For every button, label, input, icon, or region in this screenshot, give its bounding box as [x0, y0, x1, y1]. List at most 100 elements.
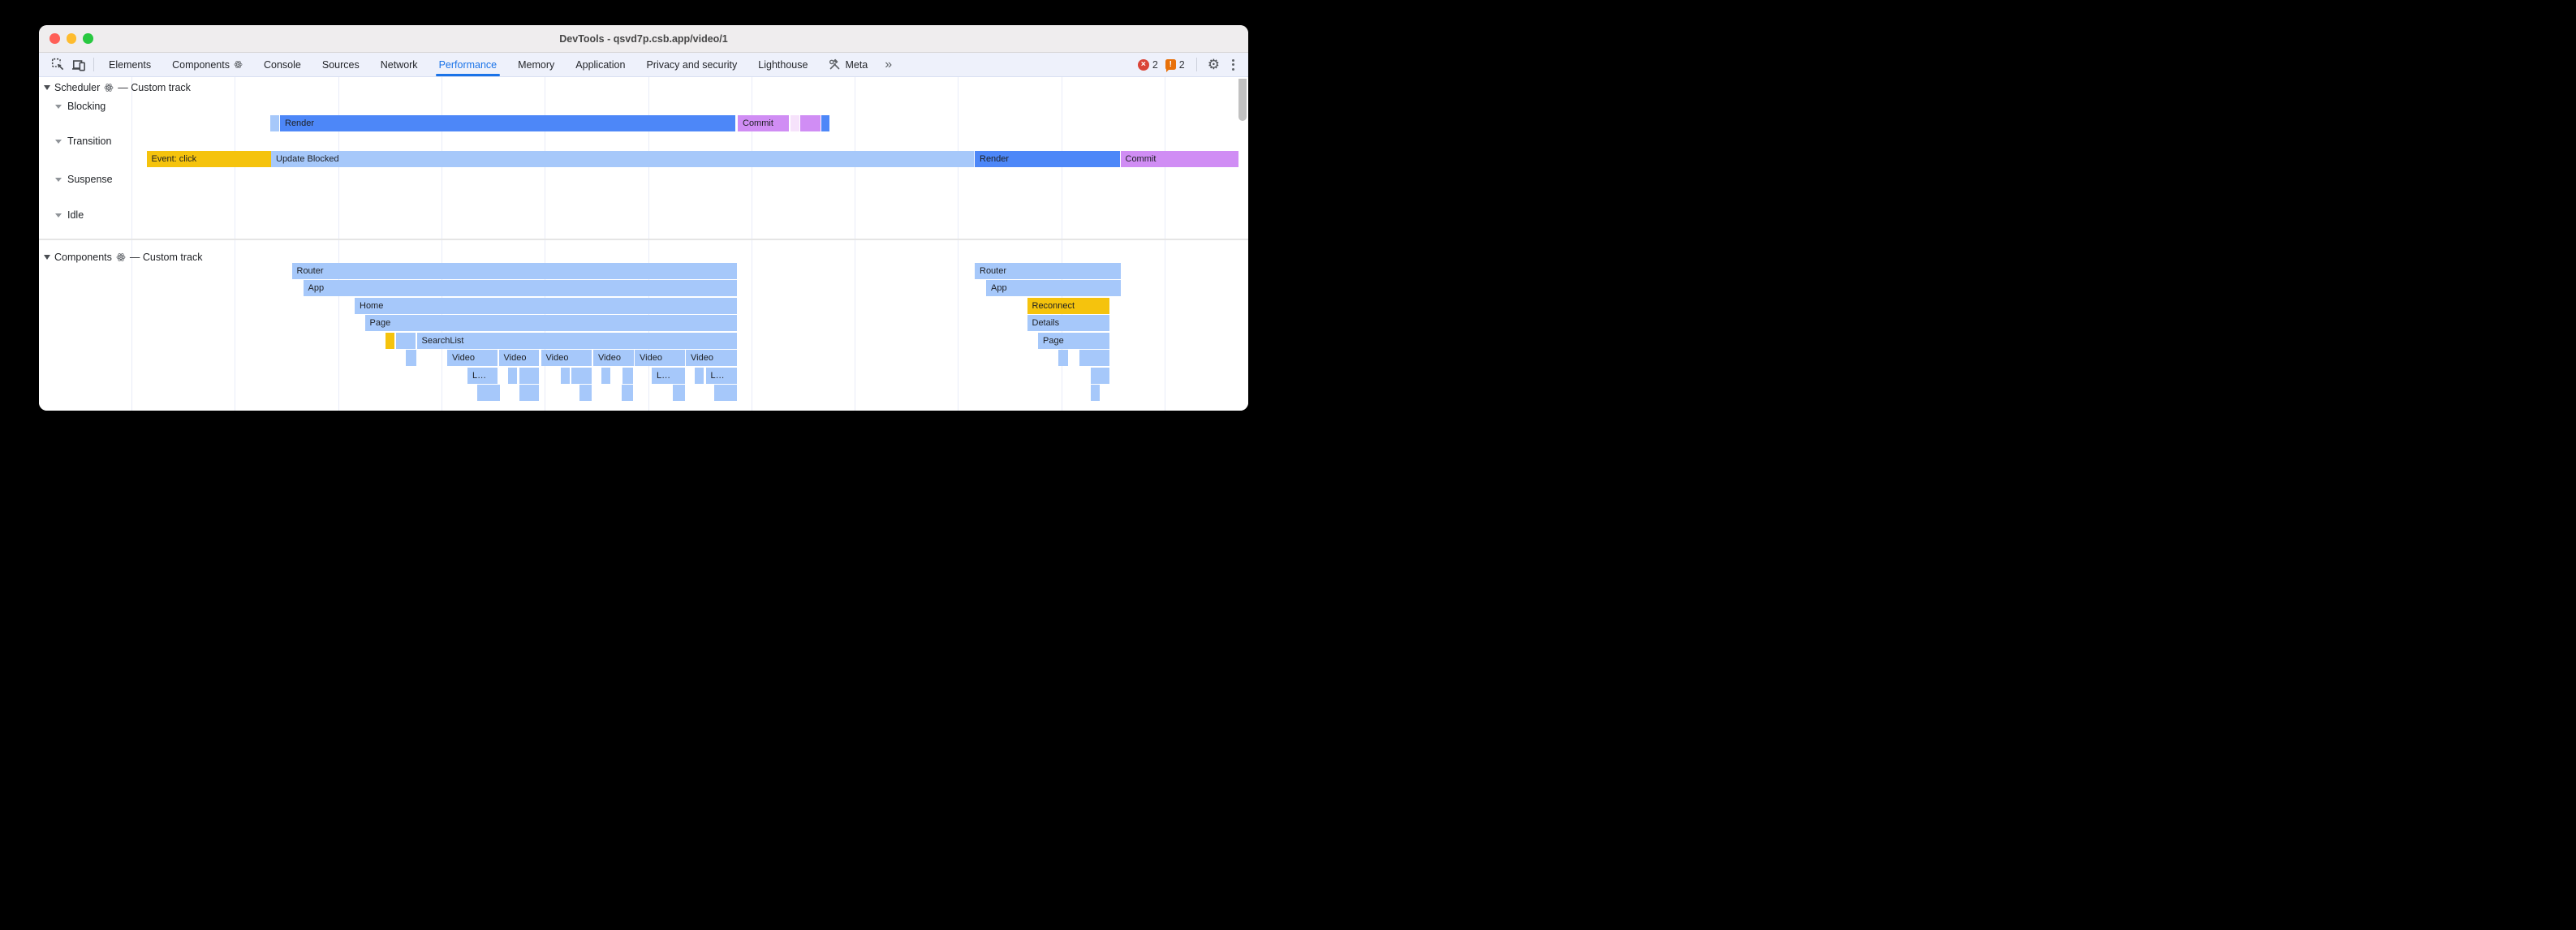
flame-bar[interactable]: [477, 385, 500, 401]
flame-bar-label: Page: [369, 318, 391, 328]
flame-bar[interactable]: [396, 332, 416, 349]
tab-network[interactable]: Network: [370, 53, 429, 76]
flame-bar[interactable]: [405, 350, 416, 366]
error-icon: ×: [1137, 58, 1149, 71]
flame-bar-commit[interactable]: Commit: [1120, 151, 1238, 167]
components-track-header[interactable]: Components — Custom track: [44, 252, 202, 263]
issues-badge[interactable]: ! 2: [1165, 59, 1185, 72]
flame-bar[interactable]: [519, 367, 539, 384]
flame-bar[interactable]: [519, 385, 539, 401]
flame-bar-render[interactable]: Render: [975, 151, 1120, 167]
more-tabs-chevron[interactable]: »: [885, 57, 892, 71]
flame-bar-app[interactable]: App: [986, 280, 1121, 296]
tab-lighthouse[interactable]: Lighthouse: [747, 53, 818, 76]
flame-bar[interactable]: [1100, 367, 1109, 384]
flame-bar[interactable]: [1100, 350, 1109, 366]
tab-console[interactable]: Console: [253, 53, 312, 76]
flame-bar-l[interactable]: L…: [652, 367, 685, 384]
flame-bar-l[interactable]: L…: [705, 367, 737, 384]
flame-bar[interactable]: [695, 367, 704, 384]
window-titlebar: DevTools - qsvd7p.csb.app/video/1: [39, 25, 1248, 53]
tab-elements[interactable]: Elements: [98, 53, 162, 76]
vertical-scrollbar-thumb[interactable]: [1238, 79, 1247, 121]
lane-label: Transition: [67, 136, 112, 147]
close-window-button[interactable]: [50, 33, 60, 44]
flame-bar-page[interactable]: Page: [364, 315, 737, 331]
toggle-device-toolbar-button[interactable]: [68, 54, 89, 75]
tab-privacy-and-security[interactable]: Privacy and security: [635, 53, 747, 76]
flame-bar-label: Router: [296, 265, 324, 276]
lane-label: Suspense: [67, 174, 113, 185]
flame-bar[interactable]: [1058, 350, 1068, 366]
flame-bar-reconnect[interactable]: Reconnect: [1027, 297, 1109, 314]
flame-bar[interactable]: [672, 385, 685, 401]
flame-bar-video[interactable]: Video: [447, 350, 498, 366]
flame-bar[interactable]: [601, 367, 610, 384]
flame-bar-home[interactable]: Home: [355, 297, 737, 314]
flame-bar-render[interactable]: Render: [280, 114, 735, 131]
flame-bar-router[interactable]: Router: [975, 262, 1121, 279]
zoom-window-button[interactable]: [83, 33, 93, 44]
flame-bar-label: Commit: [743, 118, 773, 128]
flame-bar[interactable]: [714, 385, 737, 401]
flame-bar-commit[interactable]: Commit: [738, 114, 789, 131]
flame-bar-label: SearchList: [421, 335, 464, 346]
flame-bar[interactable]: [1090, 367, 1100, 384]
flame-bar-searchlist[interactable]: SearchList: [416, 332, 737, 349]
tab-meta[interactable]: Meta: [818, 53, 878, 76]
flame-bar-update-blocked[interactable]: Update Blocked: [271, 151, 974, 167]
flame-bar[interactable]: [622, 385, 633, 401]
flame-bar-label: Update Blocked: [276, 154, 339, 164]
flame-bar-video[interactable]: Video: [498, 350, 539, 366]
lane-transition[interactable]: Transition: [55, 136, 111, 147]
tab-performance[interactable]: Performance: [429, 53, 508, 76]
flame-bar[interactable]: [800, 114, 821, 131]
settings-gear-button[interactable]: ⚙: [1207, 57, 1220, 72]
flame-bar-label: Router: [980, 265, 1007, 276]
tab-components[interactable]: Components: [162, 53, 253, 76]
scheduler-track-header[interactable]: Scheduler — Custom track: [44, 82, 191, 93]
flame-bar-page[interactable]: Page: [1038, 332, 1109, 349]
lane-idle[interactable]: Idle: [55, 209, 84, 221]
flame-bar-video[interactable]: Video: [541, 350, 592, 366]
flame-bar-video[interactable]: Video: [686, 350, 737, 366]
inspect-element-button[interactable]: [47, 54, 68, 75]
tab-label: Lighthouse: [758, 58, 808, 71]
toolbar-separator: [1195, 58, 1197, 71]
flame-bar[interactable]: [790, 114, 799, 131]
flame-bar-router[interactable]: Router: [291, 262, 737, 279]
flame-bar-details[interactable]: Details: [1027, 315, 1109, 331]
flame-bar[interactable]: [579, 385, 592, 401]
flame-bar[interactable]: [571, 367, 592, 384]
flame-bar[interactable]: [270, 114, 279, 131]
tab-label: Privacy and security: [646, 58, 738, 71]
tab-label: Sources: [321, 58, 360, 71]
toolbar-separator: [93, 58, 94, 71]
flame-bar-label: Details: [1032, 318, 1060, 328]
tab-memory[interactable]: Memory: [507, 53, 565, 76]
minimize-window-button[interactable]: [66, 33, 76, 44]
flame-bar[interactable]: [385, 332, 394, 349]
flame-bar-event-click[interactable]: Event: click: [146, 151, 271, 167]
lane-blocking[interactable]: Blocking: [55, 101, 106, 112]
flame-bar-app[interactable]: App: [303, 280, 737, 296]
flame-bar[interactable]: [622, 367, 633, 384]
tab-application[interactable]: Application: [565, 53, 635, 76]
flame-bar-video[interactable]: Video: [635, 350, 685, 366]
console-errors-badge[interactable]: × 2: [1137, 58, 1158, 71]
flame-bar[interactable]: [1090, 385, 1100, 401]
tab-label: Memory: [518, 58, 555, 71]
flame-bar[interactable]: [508, 367, 517, 384]
flame-bar-label: Video: [640, 353, 662, 363]
collapse-triangle-icon: [55, 104, 62, 109]
tab-sources[interactable]: Sources: [312, 53, 370, 76]
device-toolbar-icon: [72, 59, 85, 71]
flame-bar[interactable]: [1079, 350, 1100, 366]
flame-bar-video[interactable]: Video: [593, 350, 634, 366]
track-divider: [39, 239, 1248, 240]
lane-suspense[interactable]: Suspense: [55, 174, 113, 185]
flame-bar[interactable]: [821, 114, 829, 131]
more-options-menu-button[interactable]: [1226, 58, 1240, 71]
flame-bar-l[interactable]: L…: [467, 367, 498, 384]
flame-bar[interactable]: [560, 367, 570, 384]
